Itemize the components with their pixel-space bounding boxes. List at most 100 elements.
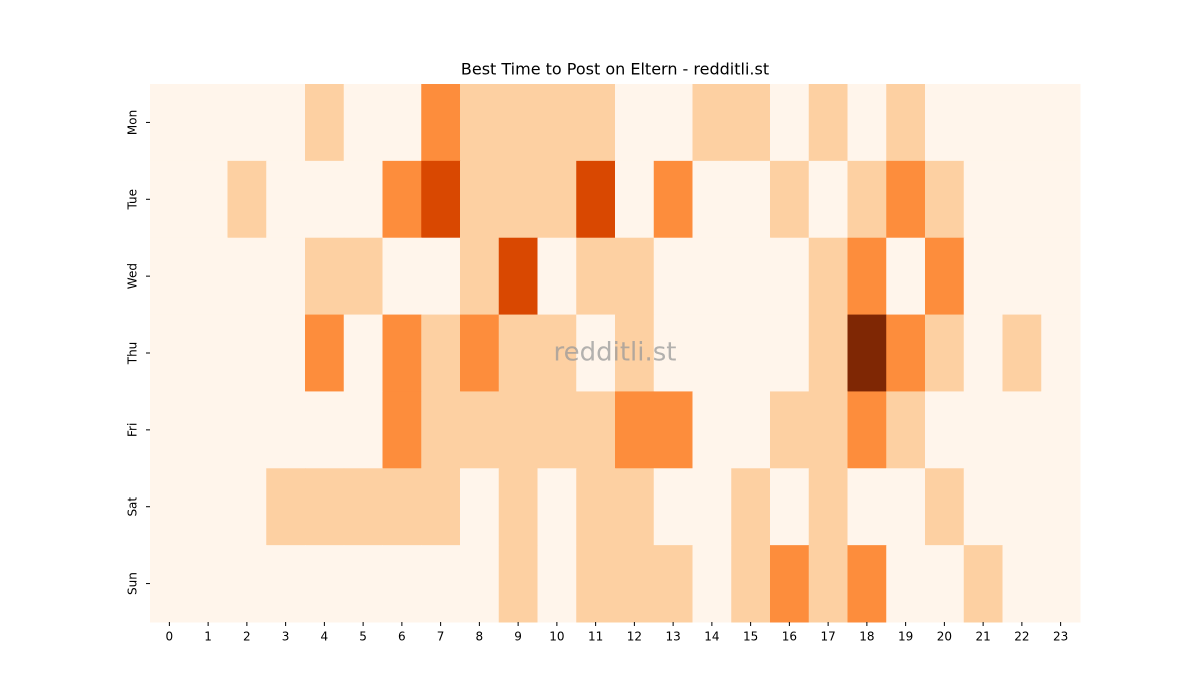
heatmap-cell [227, 468, 267, 546]
x-tick-label: 5 [359, 630, 367, 644]
heatmap-cell [188, 468, 228, 546]
heatmap-cell [808, 160, 848, 239]
heatmap-cell [808, 314, 848, 392]
heatmap-cell [963, 468, 1003, 546]
heatmap-cell [770, 468, 810, 546]
heatmap-cell [692, 314, 732, 392]
heatmap-cell [847, 237, 887, 316]
heatmap-cell [150, 314, 190, 392]
x-tick-label: 21 [975, 630, 990, 644]
axes: 0 1 2 3 4 5 6 7 8 9 10 11 12 13 14 15 16 17 18 19 20 21 22 23Mo… [126, 110, 1069, 644]
heatmap-cell [460, 314, 500, 392]
heatmap-cell [1002, 468, 1042, 546]
heatmap-cell [770, 160, 810, 239]
heatmap-cell [382, 160, 422, 239]
heatmap-cell [615, 468, 655, 546]
heatmap-cell [421, 468, 461, 546]
heatmap-cell [847, 84, 887, 162]
heatmap-cell [460, 545, 500, 623]
heatmap-cell [305, 314, 345, 392]
heatmap-cell [886, 237, 926, 316]
x-tick-label: 9 [514, 630, 522, 644]
y-tick-label: Thu [126, 342, 140, 366]
heatmap-cell [266, 545, 306, 623]
heatmap-cell [692, 468, 732, 546]
heatmap-cell [963, 237, 1003, 316]
heatmap-cell [498, 314, 538, 392]
heatmap-cell [847, 468, 887, 546]
heatmap-cell [847, 391, 887, 469]
x-tick-label: 2 [243, 630, 251, 644]
y-tick-label: Fri [126, 423, 140, 437]
x-tick-label: 19 [898, 630, 913, 644]
x-tick-label: 22 [1014, 630, 1029, 644]
heatmap-cell [653, 545, 693, 623]
heatmap-cell [847, 314, 887, 392]
heatmap-cell [731, 314, 771, 392]
heatmap-cell [421, 160, 461, 239]
heatmap-cell [615, 237, 655, 316]
x-tick-label: 23 [1053, 630, 1068, 644]
heatmap-cell [150, 468, 190, 546]
x-tick-label: 10 [549, 630, 564, 644]
heatmap-cell [382, 545, 422, 623]
heatmap-cell [227, 160, 267, 239]
heatmap-cell [1002, 160, 1042, 239]
heatmap-cell [770, 545, 810, 623]
heatmap-cell [925, 314, 965, 392]
heatmap-cell [963, 84, 1003, 162]
heatmap-cell [150, 391, 190, 469]
heatmap-cell [770, 84, 810, 162]
heatmap-cell [537, 391, 577, 469]
heatmap-cell [343, 468, 383, 546]
heatmap-cell [1002, 314, 1042, 392]
x-tick-label: 17 [820, 630, 835, 644]
heatmap-cell [537, 468, 577, 546]
heatmap-cell [421, 84, 461, 162]
heatmap-cell [925, 160, 965, 239]
heatmap-cell [498, 84, 538, 162]
heatmap-cell [653, 160, 693, 239]
heatmap-cell [498, 545, 538, 623]
heatmap-cell [421, 314, 461, 392]
heatmap-cell [925, 237, 965, 316]
heatmap-cell [615, 84, 655, 162]
heatmap-cell [770, 314, 810, 392]
heatmap-cell [615, 391, 655, 469]
heatmap-cell [576, 545, 616, 623]
chart-title: Best Time to Post on Eltern - redditli.s… [461, 60, 769, 79]
heatmap-cell [963, 545, 1003, 623]
y-tick-label: Sun [126, 572, 140, 595]
heatmap-cell [886, 468, 926, 546]
x-tick-label: 13 [665, 630, 680, 644]
x-tick-label: 15 [743, 630, 758, 644]
heatmap-cell [382, 391, 422, 469]
heatmap-cell [1041, 314, 1081, 392]
x-tick-label: 18 [859, 630, 874, 644]
heatmap-cell [847, 160, 887, 239]
heatmap-cell [537, 84, 577, 162]
heatmap-cell [1002, 237, 1042, 316]
heatmap-cell [576, 237, 616, 316]
heatmap-cells [150, 84, 1081, 623]
heatmap-cell [731, 391, 771, 469]
heatmap-cell [460, 160, 500, 239]
heatmap-cell [731, 237, 771, 316]
heatmap-cell [188, 237, 228, 316]
heatmap-cell [653, 391, 693, 469]
heatmap-cell [227, 314, 267, 392]
heatmap-cell [692, 391, 732, 469]
x-tick-label: 0 [166, 630, 174, 644]
heatmap-cell [537, 237, 577, 316]
heatmap-cell [576, 391, 616, 469]
heatmap-cell [886, 391, 926, 469]
heatmap-cell [343, 84, 383, 162]
heatmap-cell [305, 545, 345, 623]
heatmap-cell [382, 237, 422, 316]
heatmap-cell [188, 391, 228, 469]
heatmap-cell [653, 314, 693, 392]
x-tick-label: 1 [204, 630, 212, 644]
heatmap-cell [188, 545, 228, 623]
heatmap-cell [576, 160, 616, 239]
heatmap-cell [460, 84, 500, 162]
